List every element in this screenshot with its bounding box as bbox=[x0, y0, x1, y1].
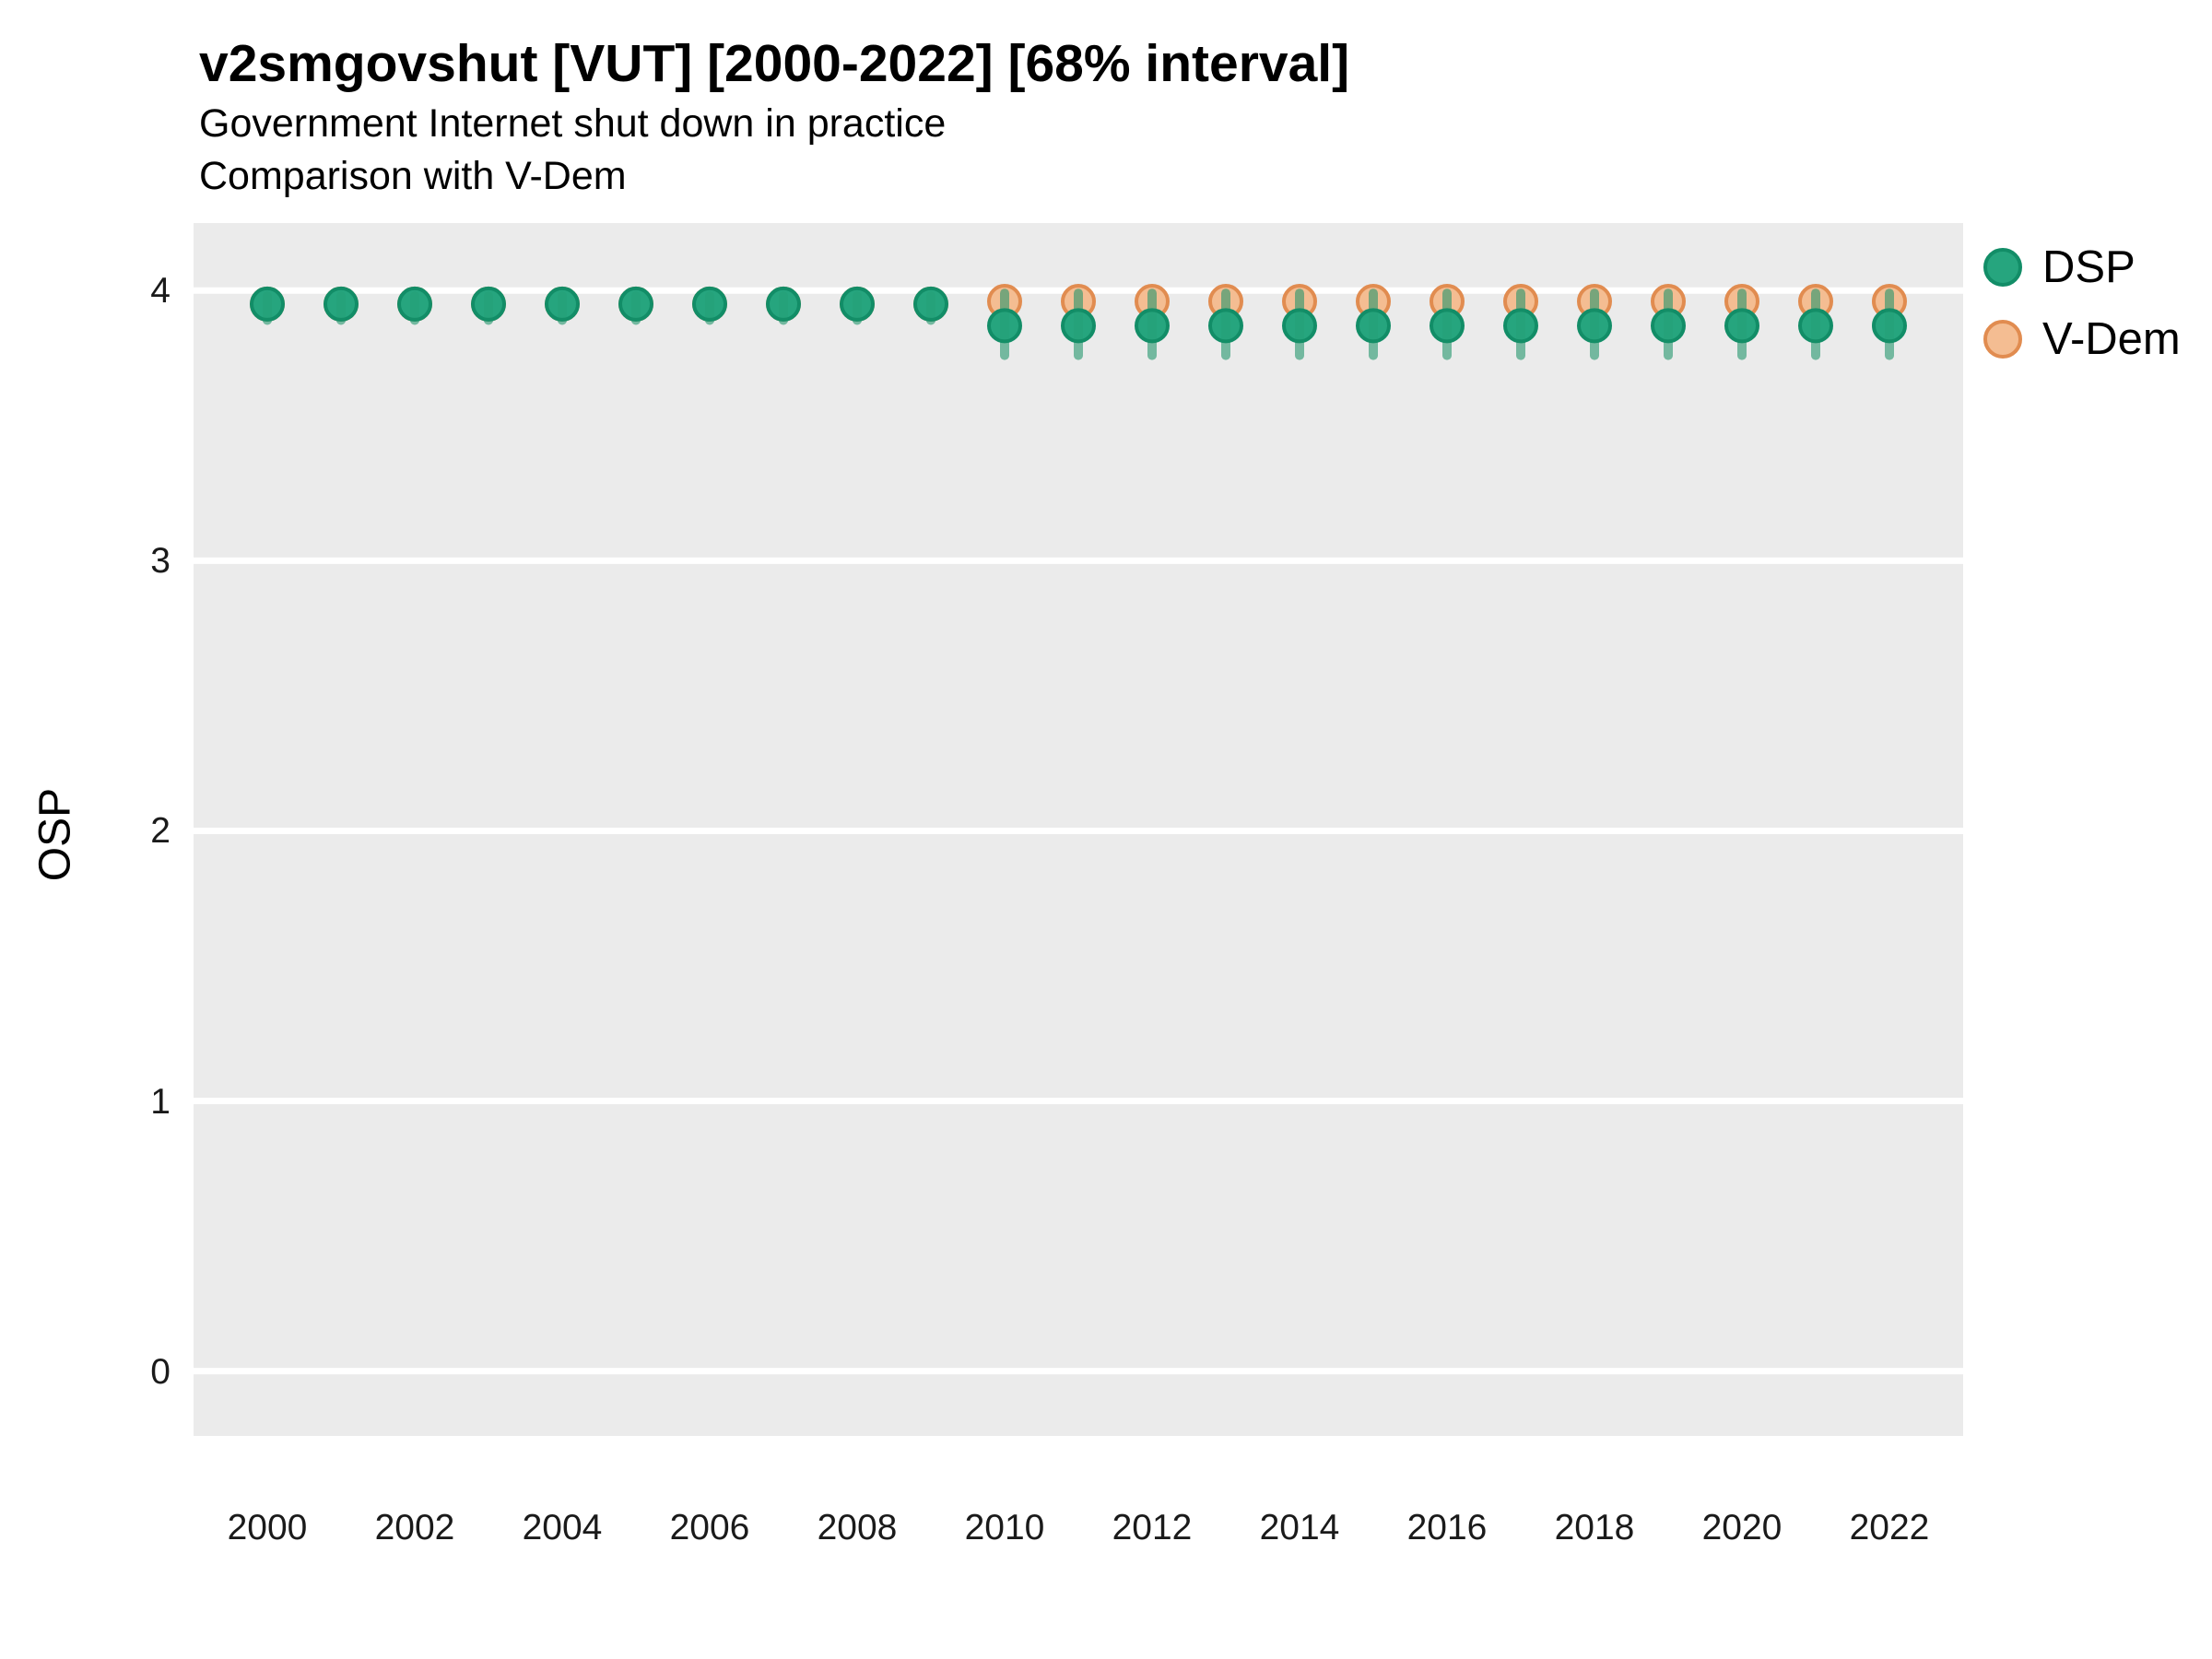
legend-item-v-dem: V-Dem bbox=[1983, 313, 2181, 365]
y-tick-label-1: 1 bbox=[150, 1081, 171, 1122]
dsp-point-2010 bbox=[987, 308, 1022, 344]
dsp-point-2001 bbox=[324, 286, 359, 322]
x-tick-label-2020: 2020 bbox=[1701, 1508, 1783, 1547]
dsp-point-2020 bbox=[1724, 308, 1759, 344]
chart-title: v2smgovshut [VUT] [2000-2022] [68% inter… bbox=[199, 34, 1350, 93]
y-tick-label-3: 3 bbox=[150, 541, 171, 582]
x-tick-label-2012: 2012 bbox=[1112, 1508, 1193, 1547]
dsp-point-2017 bbox=[1503, 308, 1538, 344]
x-tick-label-2006: 2006 bbox=[669, 1508, 750, 1547]
dsp-point-2004 bbox=[545, 286, 580, 322]
x-tick-label-2018: 2018 bbox=[1554, 1508, 1635, 1547]
dsp-point-2016 bbox=[1430, 308, 1465, 344]
dsp-point-2021 bbox=[1798, 308, 1833, 344]
legend-item-dsp: DSP bbox=[1983, 241, 2181, 293]
x-tick-label-2016: 2016 bbox=[1406, 1508, 1488, 1547]
dsp-point-2022 bbox=[1872, 308, 1907, 344]
y-tick-label-4: 4 bbox=[150, 271, 171, 312]
dsp-point-2019 bbox=[1651, 308, 1686, 344]
dsp-point-2005 bbox=[618, 286, 653, 322]
y-tick-label-2: 2 bbox=[150, 811, 171, 852]
chart-subtitle-comparison: Comparison with V-Dem bbox=[199, 154, 627, 198]
legend-label: V-Dem bbox=[2042, 314, 2181, 364]
x-tick-label-2004: 2004 bbox=[522, 1508, 603, 1547]
x-tick-label-2022: 2022 bbox=[1849, 1508, 1930, 1547]
dsp-point-2002 bbox=[397, 286, 432, 322]
dsp-point-2000 bbox=[250, 286, 285, 322]
dsp-point-2007 bbox=[766, 286, 801, 322]
dsp-point-2008 bbox=[840, 286, 875, 322]
dsp-point-2014 bbox=[1282, 308, 1317, 344]
x-tick-label-2008: 2008 bbox=[817, 1508, 898, 1547]
dsp-point-2018 bbox=[1577, 308, 1612, 344]
y-tick-label-0: 0 bbox=[150, 1351, 171, 1392]
x-tick-label-2000: 2000 bbox=[227, 1508, 308, 1547]
legend-label: DSP bbox=[2042, 242, 2136, 292]
legend: DSP V-Dem bbox=[1983, 241, 2181, 365]
dsp-point-2011 bbox=[1061, 308, 1096, 344]
dsp-point-2009 bbox=[913, 286, 948, 322]
chart-subtitle: Government Internet shut down in practic… bbox=[199, 101, 947, 146]
dsp-point-2015 bbox=[1356, 308, 1391, 344]
x-tick-label-2002: 2002 bbox=[374, 1508, 455, 1547]
dsp-point-2006 bbox=[692, 286, 727, 322]
legend-key-icon bbox=[1983, 248, 2022, 287]
dsp-point-2012 bbox=[1135, 308, 1170, 344]
x-tick-label-2010: 2010 bbox=[964, 1508, 1045, 1547]
x-tick-label-2014: 2014 bbox=[1259, 1508, 1340, 1547]
dsp-point-2003 bbox=[471, 286, 506, 322]
legend-key-icon bbox=[1983, 320, 2022, 359]
dsp-point-2013 bbox=[1208, 308, 1243, 344]
